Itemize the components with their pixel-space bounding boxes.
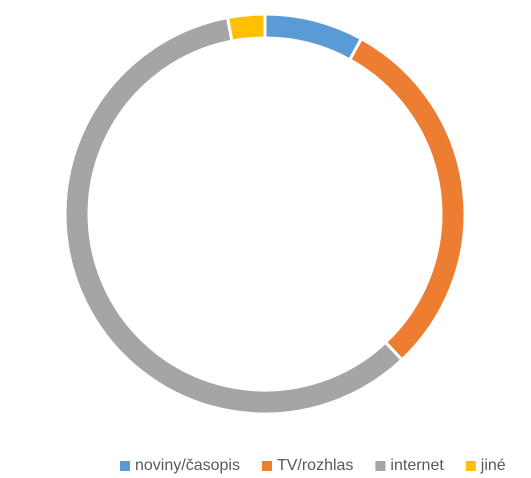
donut-segment — [347, 36, 467, 362]
donut-segment — [63, 15, 405, 416]
legend-label: jiné — [480, 457, 506, 474]
legend-swatch — [465, 461, 476, 471]
legend-swatch — [120, 461, 130, 471]
legend-label: internet — [390, 457, 444, 474]
legend-swatch — [261, 461, 272, 471]
legend-label: TV/rozhlas — [277, 457, 353, 474]
legend-label: noviny/časopis — [135, 457, 240, 474]
legend-swatch — [375, 461, 386, 471]
donut-segment — [225, 12, 267, 43]
donut-segment — [263, 12, 364, 62]
